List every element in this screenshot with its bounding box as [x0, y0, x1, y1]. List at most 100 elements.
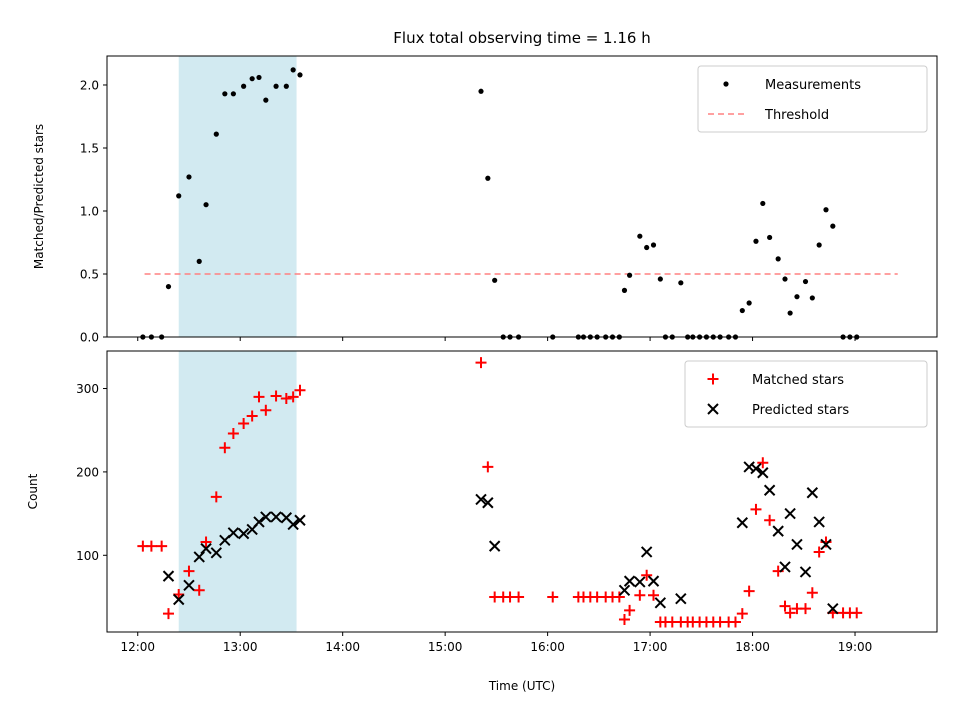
legend-box — [697, 65, 928, 133]
data-point — [623, 575, 636, 587]
data-point — [851, 607, 863, 619]
data-point — [791, 538, 803, 551]
data-point — [290, 67, 296, 73]
data-point — [757, 467, 769, 479]
legend-label: Predicted stars — [752, 403, 849, 418]
data-point — [827, 602, 839, 615]
data-point — [806, 587, 818, 599]
data-point — [485, 175, 491, 181]
data-point — [657, 276, 663, 282]
data-point — [806, 487, 819, 499]
data-point — [488, 540, 501, 552]
x-tick-label: 18:00 — [735, 640, 770, 654]
data-point — [618, 613, 630, 625]
data-point — [230, 91, 236, 97]
data-point — [283, 83, 289, 89]
data-point — [743, 461, 755, 473]
data-point — [246, 410, 258, 422]
data-point — [173, 593, 185, 606]
data-point — [183, 565, 195, 577]
data-point — [634, 576, 646, 588]
data-point — [820, 538, 832, 551]
data-point — [253, 391, 265, 403]
data-point — [260, 404, 272, 416]
data-point — [196, 258, 202, 264]
x-tick-label: 13:00 — [223, 640, 258, 654]
y-axis-label: Count — [26, 473, 40, 509]
x-tick-label: 14:00 — [325, 640, 360, 654]
data-point — [736, 517, 749, 529]
data-point — [200, 542, 212, 555]
data-point — [478, 88, 484, 94]
data-point — [186, 174, 192, 180]
data-point — [249, 76, 255, 82]
data-point — [823, 207, 829, 213]
data-point — [830, 223, 836, 229]
figure-title: Flux total observing time = 1.16 h — [393, 29, 650, 47]
data-point — [263, 97, 269, 103]
data-point — [799, 566, 812, 578]
data-point — [782, 276, 788, 282]
y-tick-label: 300 — [76, 382, 99, 396]
x-tick-label: 16:00 — [530, 640, 565, 654]
data-point — [779, 561, 791, 573]
y-tick-label: 100 — [76, 549, 99, 563]
data-point — [644, 244, 650, 251]
legend-label: Measurements — [765, 78, 861, 93]
y-tick-label: 1.5 — [80, 141, 99, 155]
data-point — [210, 547, 223, 559]
data-point — [750, 503, 762, 515]
data-point — [648, 589, 660, 601]
data-point — [809, 295, 815, 301]
y-tick-label: 0.0 — [80, 331, 99, 345]
data-point — [273, 83, 279, 89]
data-point — [294, 514, 306, 526]
data-point — [280, 393, 292, 405]
data-point — [787, 310, 793, 316]
data-point — [743, 585, 755, 597]
data-point — [757, 457, 769, 469]
data-point — [482, 461, 494, 473]
data-point — [637, 233, 643, 239]
plot-frame — [106, 55, 938, 338]
legend-marker — [707, 403, 719, 415]
data-point — [626, 272, 633, 278]
data-point — [624, 604, 636, 616]
data-point — [739, 307, 745, 314]
data-point — [729, 616, 741, 628]
data-point — [475, 493, 487, 506]
data-point — [210, 491, 222, 503]
data-point — [237, 527, 250, 540]
data-point — [753, 238, 759, 244]
data-point — [767, 234, 773, 241]
data-point — [482, 497, 494, 509]
data-point — [165, 283, 172, 290]
data-point — [475, 357, 487, 369]
data-point — [613, 591, 625, 603]
data-point — [802, 278, 809, 285]
y-axis-label: Matched/Predicted stars — [32, 124, 46, 269]
data-point — [760, 200, 766, 207]
x-tick-label: 17:00 — [633, 640, 668, 654]
shaded-span — [178, 56, 297, 337]
y-tick-label: 200 — [76, 465, 99, 479]
y-tick-label: 0.5 — [80, 267, 99, 281]
data-point — [238, 418, 250, 430]
data-point — [621, 287, 628, 293]
data-point — [256, 74, 262, 81]
data-point — [650, 242, 657, 248]
legend-label: Threshold — [764, 108, 829, 123]
data-point — [799, 603, 811, 615]
data-point — [641, 569, 653, 581]
data-point — [260, 511, 272, 523]
x-tick-label: 12:00 — [120, 640, 155, 654]
legend-marker — [707, 373, 719, 385]
top-panel: 0.0 0.5 1.0 1.5 2.0 Matched/Predicted stars Me… — [32, 55, 938, 345]
data-point — [213, 131, 219, 137]
data-point — [287, 391, 299, 403]
data-point — [227, 428, 239, 440]
data-point — [816, 242, 822, 248]
y-tick-label: 1.0 — [80, 204, 99, 218]
data-point — [294, 384, 306, 396]
